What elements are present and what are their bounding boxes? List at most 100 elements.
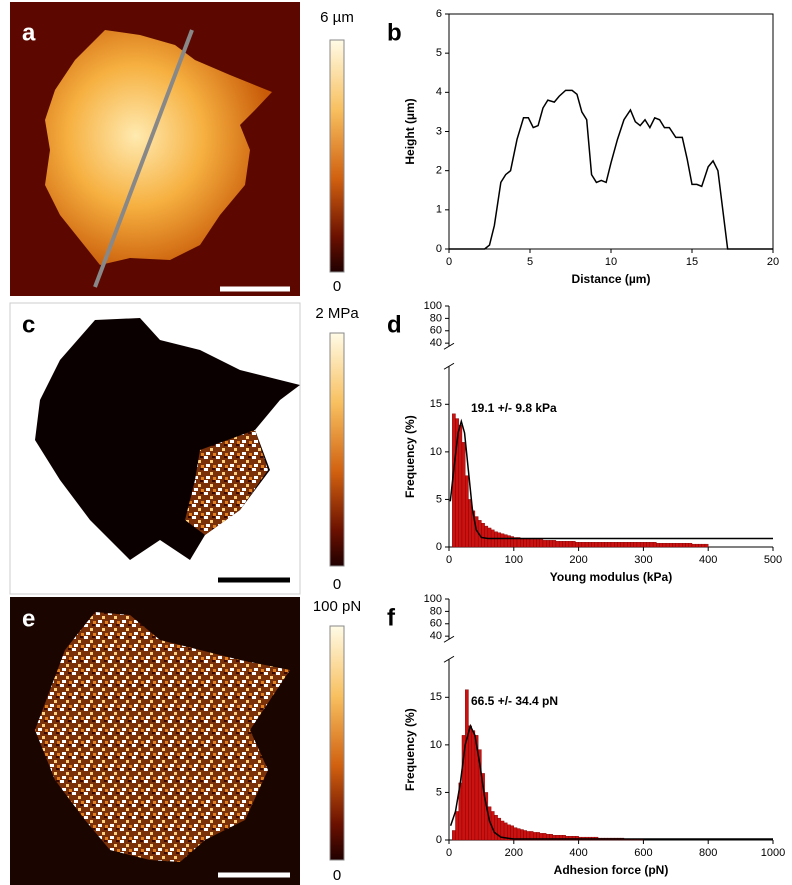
bar	[662, 542, 667, 548]
bar	[646, 542, 651, 548]
profile	[449, 89, 773, 250]
fit-curve	[449, 723, 773, 840]
y-tick-label: 0	[436, 243, 442, 255]
bar	[523, 538, 527, 548]
bar	[500, 533, 505, 548]
x-tick-label: 400	[569, 847, 587, 859]
bar	[652, 542, 657, 548]
y-tick-label: 6	[436, 8, 442, 20]
bar	[455, 811, 459, 841]
bar	[510, 825, 514, 841]
axis-break	[443, 362, 455, 370]
y-tick-label: 60	[430, 325, 442, 337]
bar	[533, 539, 537, 548]
y-tick-label: 80	[430, 605, 442, 617]
x-axis-label: Adhesion force (pN)	[554, 863, 669, 877]
bar	[468, 499, 472, 548]
annotation: 66.5 +/- 34.4 pN	[471, 694, 558, 708]
bar	[465, 689, 469, 841]
bar	[562, 541, 566, 548]
panel-letter: e	[22, 605, 35, 632]
x-tick-label: 800	[699, 847, 717, 859]
y-tick-label: 5	[436, 493, 442, 505]
panel-letter: b	[387, 19, 402, 46]
bar	[468, 725, 472, 841]
x-tick-label: 10	[605, 256, 617, 268]
bar	[672, 542, 676, 548]
y-tick-label: 100	[424, 300, 442, 312]
y-tick-label: 15	[430, 398, 442, 410]
fit-curve	[449, 418, 773, 540]
y-tick-label: 5	[436, 47, 442, 59]
bar	[581, 542, 586, 548]
bar	[578, 542, 583, 548]
bar	[639, 542, 644, 548]
panel-letter: c	[22, 311, 35, 338]
bar	[656, 542, 660, 548]
y-tick-label: 100	[424, 593, 442, 605]
bar	[591, 542, 595, 548]
bar	[552, 540, 557, 548]
y-tick-label: 2	[436, 165, 442, 177]
bar	[701, 543, 706, 548]
colorbar-min: 0	[333, 278, 341, 295]
bar	[695, 543, 699, 548]
y-tick-label: 4	[436, 86, 442, 98]
y-tick-label: 60	[430, 618, 442, 630]
colorbar-min: 0	[333, 576, 341, 593]
bar	[452, 830, 456, 841]
colorbar	[329, 332, 345, 567]
cell-adhesion	[35, 612, 290, 862]
annotation: 19.1 +/- 9.8 kPa	[471, 401, 557, 415]
bar	[623, 542, 628, 548]
bar	[678, 542, 683, 548]
bar	[549, 540, 553, 548]
colorbar	[329, 39, 345, 273]
x-tick-label: 400	[699, 554, 717, 566]
bar	[659, 542, 664, 548]
bar	[458, 425, 463, 548]
profile-line	[93, 29, 194, 288]
bar	[617, 542, 621, 548]
bar	[675, 542, 680, 548]
x-tick-label: 100	[505, 554, 523, 566]
x-tick-label: 1000	[761, 847, 785, 859]
bar	[688, 542, 693, 548]
bar	[487, 527, 492, 548]
colorbar-max: 2 MPa	[315, 305, 359, 322]
plot-frame	[448, 13, 774, 250]
bar	[507, 535, 511, 548]
bar	[636, 542, 641, 548]
panel-letter: a	[22, 19, 36, 46]
bar	[494, 815, 498, 841]
panel-letter: f	[387, 604, 396, 631]
bar	[461, 442, 466, 548]
x-tick-label: 200	[569, 554, 587, 566]
y-axis-label: Frequency (%)	[403, 415, 417, 498]
bar	[584, 542, 589, 548]
bar	[503, 534, 508, 548]
y-tick-label: 15	[430, 691, 442, 703]
bar	[484, 525, 489, 548]
bar	[555, 541, 560, 548]
bar	[542, 540, 547, 548]
bar	[669, 542, 673, 548]
y-tick-label: 1	[436, 204, 442, 216]
bar	[691, 543, 696, 548]
bar	[614, 542, 618, 548]
x-tick-label: 20	[767, 256, 779, 268]
axis-break	[443, 635, 455, 643]
x-tick-label: 0	[446, 847, 452, 859]
bar	[704, 543, 709, 548]
bar	[529, 539, 534, 548]
bar	[516, 828, 521, 841]
y-tick-label: 10	[430, 446, 442, 458]
bar	[539, 539, 544, 548]
x-tick-label: 5	[527, 256, 533, 268]
y-tick-label: 0	[436, 541, 442, 553]
bar	[558, 541, 563, 548]
bar	[513, 827, 518, 841]
bar	[665, 542, 670, 548]
x-tick-label: 500	[764, 554, 782, 566]
